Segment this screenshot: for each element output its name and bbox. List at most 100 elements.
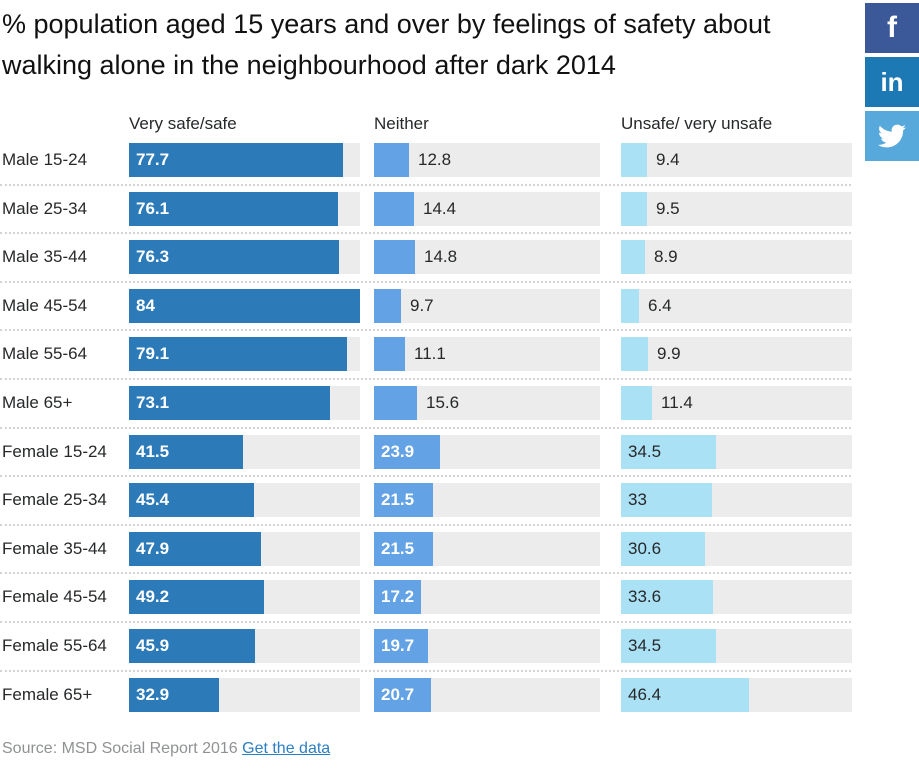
column-header-very-safe: Very safe/safe (129, 114, 237, 133)
bar-track-neither: 21.5 (374, 483, 600, 517)
bar-very-safe (129, 629, 255, 663)
bar-track-very-safe: 79.1 (129, 337, 360, 371)
bar-value-neither: 15.6 (426, 393, 460, 412)
column-header-unsafe: Unsafe/ very unsafe (621, 114, 773, 133)
bar-track-unsafe: 30.6 (621, 532, 852, 566)
bar-very-safe (129, 240, 339, 274)
bar-track-very-safe: 73.1 (129, 386, 360, 420)
bar-value-neither: 12.8 (418, 150, 452, 169)
bar-track-unsafe: 34.5 (621, 629, 852, 663)
bar-unsafe (621, 580, 713, 614)
bar-track-very-safe: 77.7 (129, 143, 360, 177)
bar-track-neither: 19.7 (374, 629, 600, 663)
bar-unsafe (621, 192, 647, 226)
bar-value-neither: 17.2 (381, 587, 415, 606)
bar-neither (374, 337, 405, 371)
bar-unsafe (621, 337, 648, 371)
bar-very-safe (129, 143, 343, 177)
chart-title: % population aged 15 years and over by f… (2, 9, 771, 80)
bar-value-neither: 14.8 (424, 247, 458, 266)
bar-value-very-safe: 45.9 (136, 636, 170, 655)
social-share-bar: f in (865, 3, 919, 165)
row-separator (0, 427, 851, 429)
bar-track-neither: 20.7 (374, 678, 600, 712)
bar-neither (374, 629, 428, 663)
bar-unsafe (621, 629, 716, 663)
bar-track-very-safe: 49.2 (129, 580, 360, 614)
bar-track-very-safe: 32.9 (129, 678, 360, 712)
bar-value-neither: 20.7 (381, 685, 415, 704)
row-label: Female 45-54 (2, 587, 107, 606)
bar-value-very-safe: 84 (136, 296, 155, 315)
bar-value-very-safe: 32.9 (136, 685, 170, 704)
bar-value-very-safe: 73.1 (136, 393, 170, 412)
bar-value-unsafe: 9.4 (656, 150, 680, 169)
bar-value-unsafe: 34.5 (628, 442, 662, 461)
row-label: Female 35-44 (2, 539, 107, 558)
row-separator (0, 670, 851, 672)
bar-neither (374, 435, 440, 469)
bar-track-very-safe: 41.5 (129, 435, 360, 469)
row-label: Female 55-64 (2, 636, 107, 655)
row-label: Female 65+ (2, 685, 93, 704)
bar-track-neither: 14.4 (374, 192, 600, 226)
bar-neither (374, 678, 431, 712)
bar-unsafe (621, 386, 652, 420)
row-separator (0, 621, 851, 623)
bar-value-neither: 9.7 (410, 296, 434, 315)
bar-value-unsafe: 8.9 (654, 247, 678, 266)
bar-neither (374, 580, 421, 614)
twitter-share-button[interactable] (865, 111, 919, 161)
facebook-icon: f (887, 11, 897, 44)
bar-value-very-safe: 76.1 (136, 199, 170, 218)
facebook-share-button[interactable]: f (865, 3, 919, 53)
row-separator (0, 572, 851, 574)
bar-track-very-safe: 47.9 (129, 532, 360, 566)
bar-track-neither: 15.6 (374, 386, 600, 420)
bar-very-safe (129, 192, 338, 226)
bar-track-neither: 12.8 (374, 143, 600, 177)
bar-track-neither: 9.7 (374, 289, 600, 323)
row-label: Female 15-24 (2, 442, 107, 461)
bar-very-safe (129, 580, 264, 614)
bar-very-safe (129, 532, 261, 566)
bar-very-safe (129, 337, 347, 371)
bar-value-very-safe: 49.2 (136, 587, 170, 606)
bar-track-very-safe: 45.4 (129, 483, 360, 517)
bar-unsafe (621, 678, 749, 712)
row-separator (0, 281, 851, 283)
bar-track-unsafe: 46.4 (621, 678, 852, 712)
bar-very-safe (129, 386, 330, 420)
bar-value-neither: 14.4 (423, 199, 457, 218)
row-label: Male 45-54 (2, 296, 88, 315)
bar-track-unsafe: 11.4 (621, 386, 852, 420)
bar-track-very-safe: 76.1 (129, 192, 360, 226)
bar-track-unsafe: 6.4 (621, 289, 852, 323)
row-separator (0, 378, 851, 380)
row-label: Male 65+ (2, 393, 73, 412)
bar-neither (374, 143, 409, 177)
bar-track-very-safe: 84 (129, 289, 360, 323)
bar-value-unsafe: 6.4 (648, 296, 672, 315)
bar-value-neither: 21.5 (381, 490, 415, 509)
bar-track-unsafe: 34.5 (621, 435, 852, 469)
linkedin-share-button[interactable]: in (865, 57, 919, 107)
bar-track-very-safe: 45.9 (129, 629, 360, 663)
bar-value-unsafe: 34.5 (628, 636, 662, 655)
bar-unsafe (621, 143, 647, 177)
source-text: Source: MSD Social Report 2016 (2, 740, 238, 757)
bar-value-unsafe: 9.5 (656, 199, 680, 218)
get-the-data-link[interactable]: Get the data (242, 740, 331, 757)
bar-value-unsafe: 33 (628, 490, 647, 509)
row-label: Male 25-34 (2, 199, 88, 218)
column-header-neither: Neither (374, 114, 429, 133)
row-separator (0, 232, 851, 234)
bar-neither (374, 192, 414, 226)
bar-track-neither: 17.2 (374, 580, 600, 614)
bar-value-unsafe: 9.9 (657, 344, 681, 363)
bar-value-very-safe: 76.3 (136, 247, 170, 266)
bar-track-neither: 14.8 (374, 240, 600, 274)
bar-neither (374, 289, 401, 323)
bar-neither (374, 532, 433, 566)
bar-very-safe (129, 289, 360, 323)
